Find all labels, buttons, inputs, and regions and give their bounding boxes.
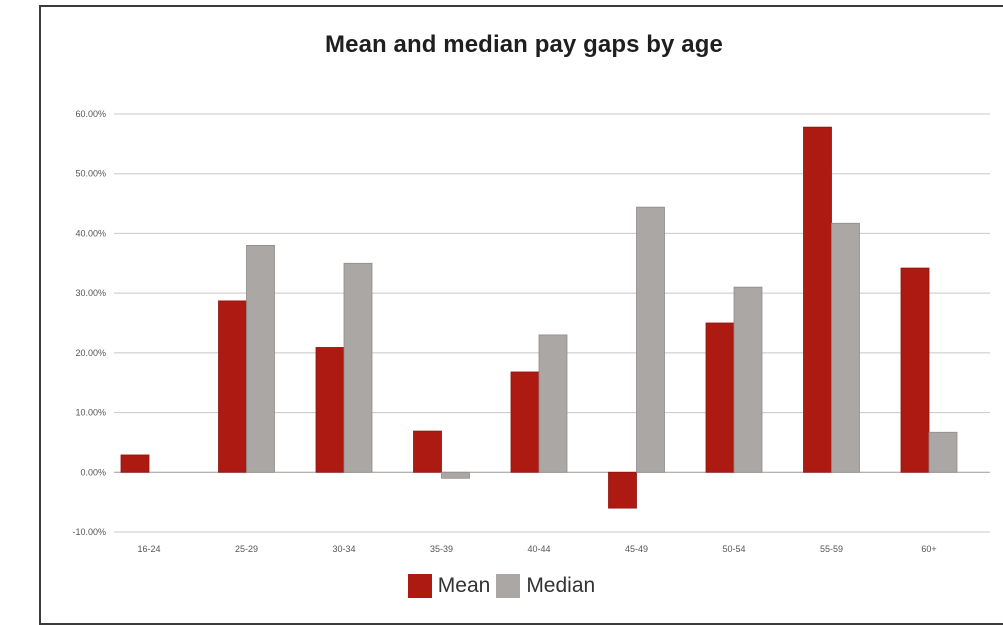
x-tick-label: 35-39 [430, 544, 453, 554]
y-tick-label: 30.00% [75, 288, 106, 298]
bar-mean-40-44 [510, 371, 540, 473]
y-tick-label: 20.00% [75, 348, 106, 358]
bar-median-60+ [928, 431, 958, 473]
bar-median-35-39 [441, 471, 470, 479]
bar-median-25-29 [246, 244, 275, 473]
bar-mean-30-34 [315, 347, 345, 473]
y-tick-label: 40.00% [75, 228, 106, 238]
chart-legend: Mean Median [0, 574, 1003, 598]
legend-item-median: Median [496, 574, 595, 598]
bar-median-45-49 [636, 206, 665, 473]
x-tick-label: 25-29 [235, 544, 258, 554]
x-tick-label: 45-49 [625, 544, 648, 554]
chart-title: Mean and median pay gaps by age [325, 31, 723, 58]
y-tick-label: 50.00% [75, 169, 106, 179]
x-tick-label: 40-44 [527, 544, 550, 554]
bar-mean-25-29 [218, 300, 247, 473]
bar-median-40-44 [538, 334, 568, 473]
x-tick-label: 16-24 [137, 544, 160, 554]
y-tick-label: 0.00% [80, 467, 106, 477]
x-tick-label: 30-34 [332, 544, 355, 554]
bar-mean-55-59 [803, 126, 832, 473]
x-tick-label: 50-54 [722, 544, 745, 554]
legend-label-median: Median [526, 574, 596, 597]
bar-mean-35-39 [413, 430, 442, 473]
legend-swatch-median [496, 574, 521, 598]
bar-median-55-59 [831, 222, 860, 473]
bar-mean-45-49 [608, 471, 637, 509]
legend-label-mean: Mean [437, 574, 491, 597]
legend-swatch-mean [407, 574, 432, 598]
bar-mean-50-54 [705, 322, 735, 473]
bar-mean-16-24 [120, 454, 150, 473]
legend-item-mean: Mean [407, 574, 491, 598]
bar-median-30-34 [343, 262, 373, 473]
y-tick-label: 10.00% [75, 408, 106, 418]
bar-median-50-54 [733, 286, 763, 473]
x-tick-label: 55-59 [820, 544, 843, 554]
bar-chart: 60.00% 50.00% 40.00% 30.00% 20.00% 10.00% 0.00… [72, 109, 990, 554]
y-tick-label: -10.00% [72, 527, 106, 537]
y-tick-label: 60.00% [75, 109, 106, 119]
bar-mean-60+ [900, 267, 930, 473]
x-tick-label: 60+ [921, 544, 936, 554]
